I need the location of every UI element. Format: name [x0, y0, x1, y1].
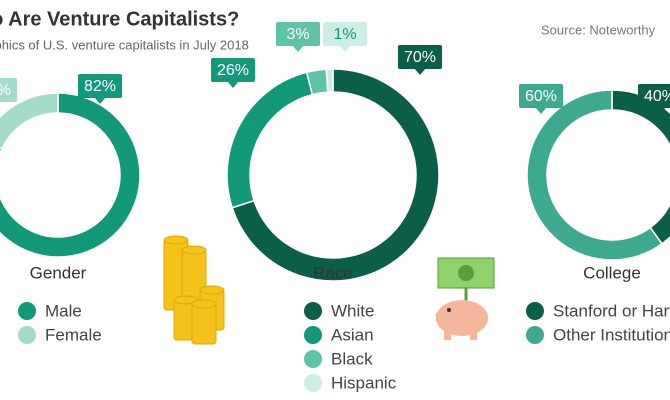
donut-segment — [526, 89, 664, 261]
charts: 82% 18% Gender Male Female 70% 26% 3% 1% Race Whit… — [0, 22, 670, 392]
legend-marker — [526, 302, 544, 320]
value-label-pointer — [535, 107, 547, 114]
value-label-pointer — [227, 81, 239, 88]
title: Who Are Venture Capitalists? — [0, 8, 239, 30]
chart-title: Race — [313, 263, 353, 282]
donut-segment — [231, 68, 440, 282]
legend-marker — [526, 326, 544, 344]
legend-label: White — [331, 301, 374, 320]
legend-marker — [18, 302, 36, 320]
value-label-box — [323, 22, 367, 46]
donut-segment — [0, 92, 59, 150]
source: Source: Noteworthy — [541, 22, 656, 37]
legend-label: Other Institutions — [553, 325, 670, 344]
value-label-pointer — [0, 101, 1, 103]
legend-label: Male — [45, 301, 82, 320]
value-label-box — [276, 22, 320, 46]
value-label-box — [638, 84, 670, 108]
legend-label: Female — [45, 325, 102, 344]
subtitle: Demographics of U.S. venture capitalists… — [0, 37, 249, 52]
value-label-box — [519, 84, 563, 108]
legend-marker — [304, 350, 322, 368]
legend-label: Hispanic — [331, 373, 397, 392]
value-label-pointer — [654, 107, 666, 114]
legend-marker — [304, 326, 322, 344]
piggy-bank-icon — [436, 257, 495, 340]
value-label-pointer — [94, 97, 106, 104]
chart-title: College — [583, 263, 641, 282]
value-label: 60% — [525, 88, 557, 105]
donut-segment — [0, 92, 141, 258]
value-label-box — [0, 78, 17, 102]
legend-marker — [304, 374, 322, 392]
value-label-box — [211, 58, 255, 82]
value-label: 82% — [84, 78, 116, 95]
value-label-pointer — [339, 45, 351, 52]
legend-label: Black — [331, 349, 373, 368]
legend-label: Stanford or Harvard — [553, 301, 670, 320]
value-label: 70% — [404, 49, 436, 66]
value-label: 26% — [217, 62, 249, 79]
value-label-pointer — [414, 68, 426, 75]
legend-marker — [18, 326, 36, 344]
value-label: 18% — [0, 82, 11, 99]
value-label: 40% — [644, 88, 670, 105]
donut-segment — [325, 68, 334, 93]
value-label-pointer — [292, 45, 304, 52]
value-label-box — [398, 45, 442, 69]
value-label: 1% — [333, 26, 356, 43]
value-label-box — [78, 74, 122, 98]
value-label: 3% — [286, 26, 309, 43]
legend-marker — [304, 302, 322, 320]
chart-title: Gender — [30, 263, 87, 282]
coins-icon — [163, 235, 225, 345]
legend-label: Asian — [331, 325, 374, 344]
